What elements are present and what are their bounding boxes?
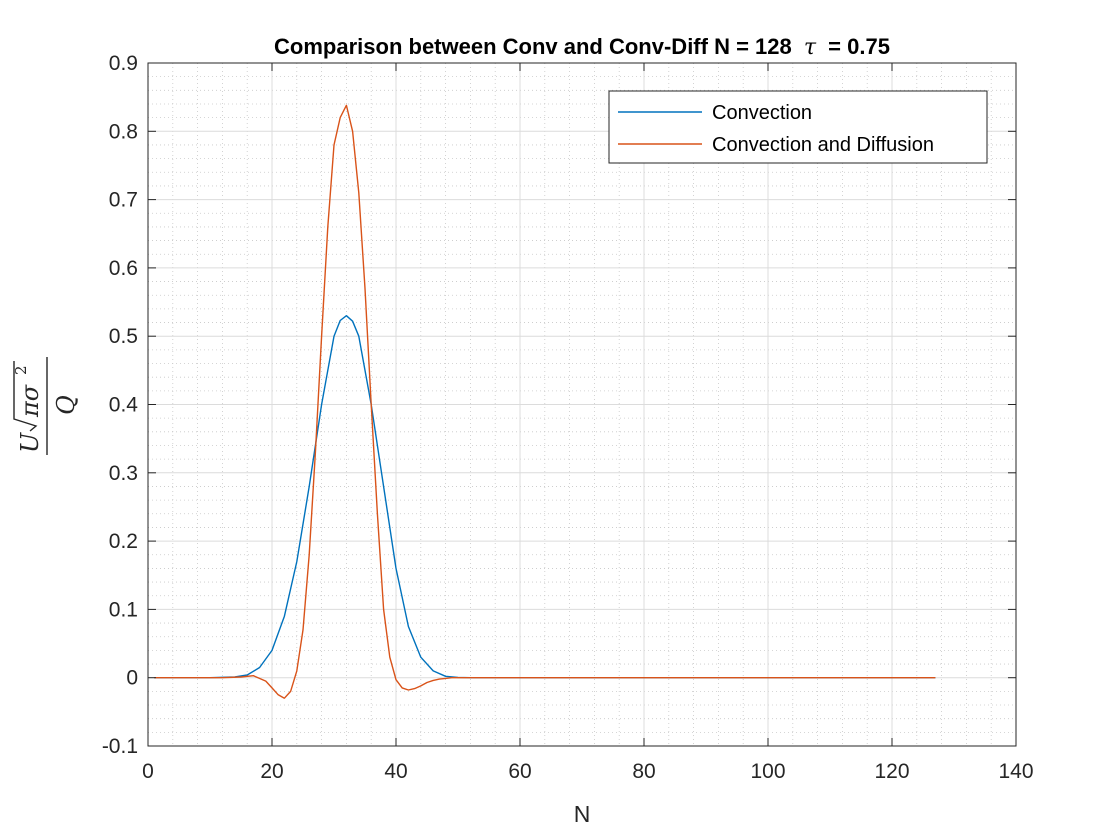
y-tick-label: 0.8 [109, 120, 138, 143]
tick-marks [147, 62, 1017, 747]
legend-label-convection-and-diffusion: Convection and Diffusion [712, 134, 934, 156]
y-tick-label: 0.3 [109, 462, 138, 485]
title-symbol: τ [804, 35, 817, 60]
y-label-radical-sign [13, 361, 38, 432]
y-label-radical-content: πσ [16, 384, 44, 418]
x-axis-label: N [574, 801, 591, 827]
y-tick-label: 0.2 [109, 530, 138, 553]
x-tick-label: 100 [750, 760, 785, 783]
legend-label-convection: Convection [712, 102, 812, 124]
y-tick-label: 0.4 [109, 394, 139, 417]
series-line-convection-and-diffusion [154, 104, 936, 699]
y-tick-label: 0.6 [109, 257, 138, 280]
y-tick-label: 0.9 [109, 52, 138, 75]
y-tick-label: 0.5 [109, 325, 138, 348]
legend-box [608, 90, 988, 164]
y-label-exponent: 2 [12, 365, 30, 375]
minor-grid [148, 63, 1016, 746]
series-layer [154, 104, 936, 699]
y-tick-label: 0.1 [109, 598, 138, 621]
y-tick-labels: -0.1 0 0.1 0.2 0.3 0.4 0.5 0.6 0.7 0.8 0.9 [102, 52, 138, 758]
x-tick-label: 0 [142, 760, 154, 783]
x-tick-labels: 0 20 40 60 80 100 120 140 [142, 760, 1033, 783]
x-tick-label: 60 [508, 760, 531, 783]
legend: Convection Convection and Diffusion [608, 90, 988, 164]
title-suffix: = 0.75 [828, 34, 890, 59]
x-tick-label: 40 [384, 760, 407, 783]
x-tick-label: 140 [998, 760, 1033, 783]
y-label-numerator-var: U [16, 432, 44, 453]
series-line-convection [154, 315, 936, 679]
y-axis-label: U πσ 2 Q [12, 357, 80, 455]
y-tick-label: -0.1 [102, 735, 138, 758]
x-tick-label: 80 [632, 760, 655, 783]
x-tick-label: 20 [260, 760, 283, 783]
y-tick-label: 0.7 [109, 189, 138, 212]
x-tick-label: 120 [874, 760, 909, 783]
y-label-denominator: Q [52, 395, 80, 415]
y-tick-label: 0 [126, 667, 138, 690]
title-prefix: Comparison between Conv and Conv-Diff N … [274, 34, 792, 59]
chart-title: Comparison between Conv and Conv-Diff N … [274, 34, 890, 60]
